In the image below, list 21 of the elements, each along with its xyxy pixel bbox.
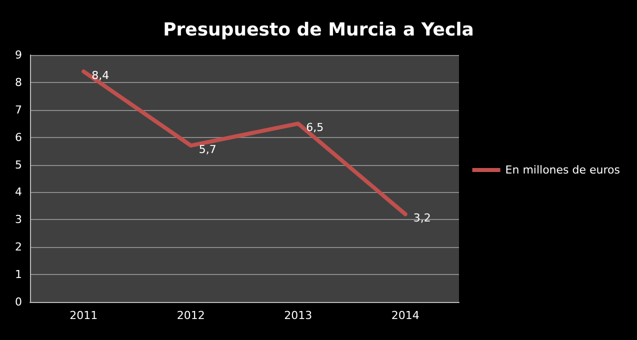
y-tick-label: 8: [15, 76, 22, 89]
y-tick-label: 4: [15, 186, 22, 199]
y-tick-label: 1: [15, 268, 22, 282]
y-tick-label: 3: [15, 213, 22, 226]
legend-label: En millones de euros: [505, 164, 620, 176]
line-series: [82, 69, 408, 216]
x-tick-label: 2014: [391, 309, 420, 322]
x-tick-label: 2012: [176, 309, 205, 322]
y-tick-label: 5: [15, 158, 22, 172]
data-label: 5,7: [198, 143, 216, 156]
data-label: 8,4: [92, 68, 110, 82]
y-tick-label: 6: [15, 130, 22, 144]
x-tick-label: 2013: [284, 309, 312, 322]
y-tick-label: 7: [15, 103, 22, 116]
data-label: 3,2: [413, 212, 431, 225]
chart-title: Presupuesto de Murcia a Yecla: [163, 20, 474, 40]
y-tick-label: 0: [15, 296, 22, 308]
x-tick-label: 2011: [70, 309, 98, 322]
y-tick-label: 2: [15, 240, 22, 254]
data-label: 6,5: [306, 121, 324, 134]
y-tick-label: 9: [15, 48, 22, 62]
